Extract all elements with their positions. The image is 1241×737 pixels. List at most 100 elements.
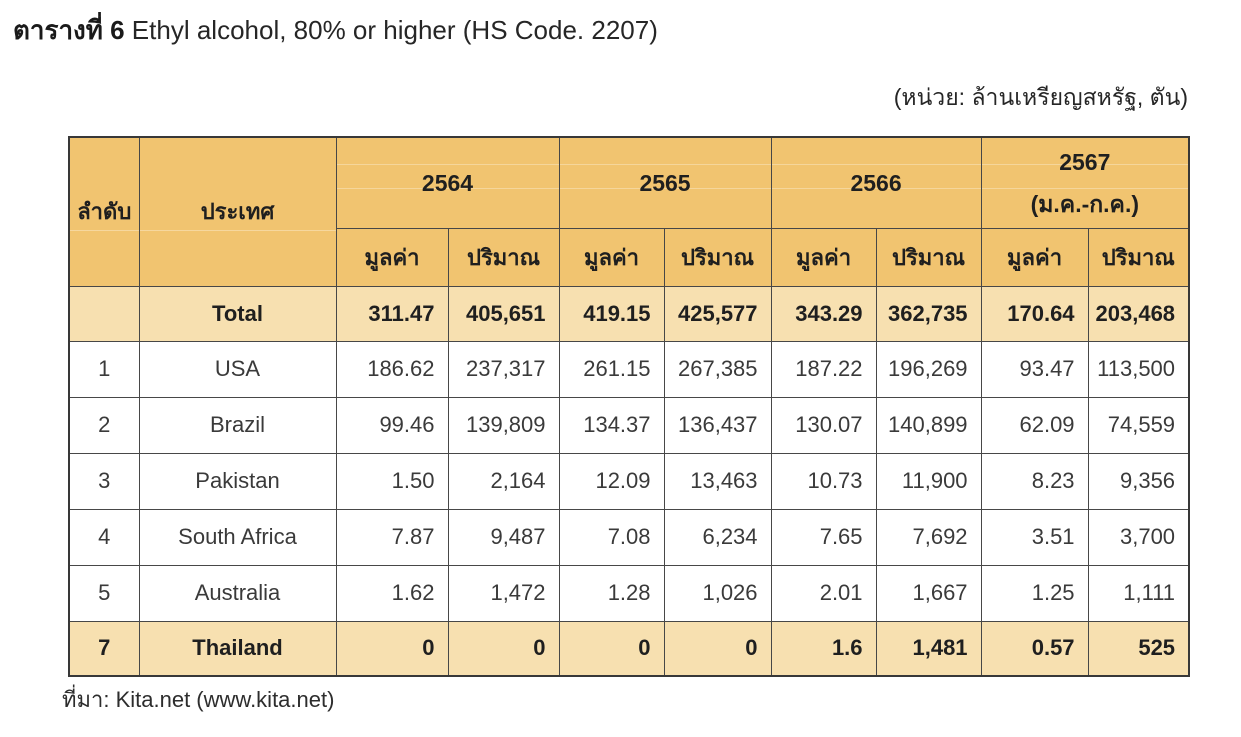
cell-value: 170.64: [980, 285, 1089, 342]
table-number-label: ตารางที่ 6: [13, 15, 125, 45]
column-header-value-2566: มูลค่า: [770, 227, 877, 287]
cell-value: 1,472: [447, 564, 560, 622]
cell-rank: 4: [68, 508, 140, 566]
cell-value: 113,500: [1087, 340, 1190, 398]
cell-country: Australia: [138, 564, 337, 622]
unit-note: (หน่วย: ล้านเหรียญสหรัฐ, ตัน): [893, 84, 1188, 110]
header-row-measures: มูลค่า ปริมาณ มูลค่า ปริมาณ มูลค่า ปริมา…: [69, 227, 1190, 287]
cell-value: 525: [1087, 620, 1190, 677]
cell-value: 425,577: [663, 285, 772, 342]
cell-country: Pakistan: [138, 452, 337, 510]
cell-value: 0: [447, 620, 560, 677]
year-label: 2567: [1059, 148, 1111, 175]
column-header-year-2564: 2564: [335, 136, 560, 229]
cell-value: 311.47: [335, 285, 449, 342]
cell-value: 2,164: [447, 452, 560, 510]
cell-value: 186.62: [335, 340, 449, 398]
cell-value: 1,111: [1087, 564, 1190, 622]
cell-value: 62.09: [980, 396, 1089, 454]
table-row-total: Total 311.47 405,651 419.15 425,577 343.…: [68, 285, 1190, 342]
cell-value: 7,692: [875, 508, 982, 566]
year-label: 2565: [639, 169, 691, 196]
cell-value: 139,809: [447, 396, 560, 454]
cell-value: 7.65: [770, 508, 877, 566]
column-header-year-2567: 2567 (ม.ค.-ก.ค.): [980, 136, 1190, 229]
cell-value: 0: [335, 620, 449, 677]
source-note: ที่มา: Kita.net (www.kita.net): [62, 687, 335, 712]
cell-value: 0: [663, 620, 772, 677]
cell-rank: 2: [68, 396, 140, 454]
cell-value: 1.62: [335, 564, 449, 622]
cell-value: 261.15: [558, 340, 665, 398]
column-header-year-2566: 2566: [770, 136, 982, 229]
cell-value: 1.25: [980, 564, 1089, 622]
cell-value: 0.57: [980, 620, 1089, 677]
cell-value: 13,463: [663, 452, 772, 510]
cell-value: 7.87: [335, 508, 449, 566]
cell-value: 1,026: [663, 564, 772, 622]
cell-value: 1,481: [875, 620, 982, 677]
cell-value: 405,651: [447, 285, 560, 342]
cell-value: 9,487: [447, 508, 560, 566]
cell-value: 136,437: [663, 396, 772, 454]
page-title: ตารางที่ 6 Ethyl alcohol, 80% or higher …: [13, 10, 658, 51]
cell-value: 7.08: [558, 508, 665, 566]
column-header-value-2564: มูลค่า: [335, 227, 449, 287]
column-header-country: ประเทศ: [138, 136, 337, 287]
column-header-value-2567: มูลค่า: [980, 227, 1089, 287]
cell-value: 0: [558, 620, 665, 677]
cell-country: Total: [138, 285, 337, 342]
cell-value: 11,900: [875, 452, 982, 510]
table-row-south-africa: 4 South Africa 7.87 9,487 7.08 6,234 7.6…: [68, 508, 1190, 566]
cell-country: Thailand: [138, 620, 337, 677]
column-header-rank: ลำดับ: [68, 136, 140, 287]
cell-rank: 3: [68, 452, 140, 510]
column-header-value-2565: มูลค่า: [558, 227, 665, 287]
cell-country: South Africa: [138, 508, 337, 566]
cell-value: 237,317: [447, 340, 560, 398]
cell-value: 419.15: [558, 285, 665, 342]
cell-value: 9,356: [1087, 452, 1190, 510]
cell-value: 1,667: [875, 564, 982, 622]
cell-value: 196,269: [875, 340, 982, 398]
column-header-year-2565: 2565: [558, 136, 772, 229]
cell-rank: 7: [68, 620, 140, 677]
year-label: 2566: [850, 169, 902, 196]
column-header-quantity-2567: ปริมาณ: [1087, 227, 1190, 287]
table-row-australia: 5 Australia 1.62 1,472 1.28 1,026 2.01 1…: [68, 564, 1190, 622]
cell-value: 187.22: [770, 340, 877, 398]
cell-value: 6,234: [663, 508, 772, 566]
cell-value: 3,700: [1087, 508, 1190, 566]
column-header-quantity-2566: ปริมาณ: [875, 227, 982, 287]
column-header-quantity-2565: ปริมาณ: [663, 227, 772, 287]
table-row-pakistan: 3 Pakistan 1.50 2,164 12.09 13,463 10.73…: [68, 452, 1190, 510]
cell-value: 93.47: [980, 340, 1089, 398]
cell-rank: [68, 285, 140, 342]
cell-rank: 1: [68, 340, 140, 398]
header-row-years: ลำดับ ประเทศ 2564 2565 2566 2567 (ม.ค.-ก.…: [68, 136, 1190, 287]
cell-value: 74,559: [1087, 396, 1190, 454]
cell-value: 12.09: [558, 452, 665, 510]
cell-value: 1.50: [335, 452, 449, 510]
cell-value: 3.51: [980, 508, 1089, 566]
table-row-usa: 1 USA 186.62 237,317 261.15 267,385 187.…: [68, 340, 1190, 398]
import-data-table: ลำดับ ประเทศ 2564 2565 2566 2567 (ม.ค.-ก.…: [68, 136, 1191, 677]
table-row-thailand: 7 Thailand 0 0 0 0 1.6 1,481 0.57 525: [68, 620, 1190, 677]
table-row-brazil: 2 Brazil 99.46 139,809 134.37 136,437 13…: [68, 396, 1190, 454]
cell-value: 267,385: [663, 340, 772, 398]
cell-country: Brazil: [138, 396, 337, 454]
cell-value: 343.29: [770, 285, 877, 342]
cell-value: 362,735: [875, 285, 982, 342]
cell-rank: 5: [68, 564, 140, 622]
cell-value: 1.6: [770, 620, 877, 677]
year-label: 2564: [421, 169, 474, 196]
cell-value: 8.23: [980, 452, 1089, 510]
year-sublabel: (ม.ค.-ก.ค.): [1030, 190, 1139, 217]
cell-value: 130.07: [770, 396, 877, 454]
cell-value: 203,468: [1087, 285, 1190, 342]
cell-value: 99.46: [335, 396, 449, 454]
column-header-quantity-2564: ปริมาณ: [447, 227, 560, 287]
cell-value: 10.73: [770, 452, 877, 510]
cell-value: 134.37: [558, 396, 665, 454]
cell-value: 2.01: [770, 564, 877, 622]
